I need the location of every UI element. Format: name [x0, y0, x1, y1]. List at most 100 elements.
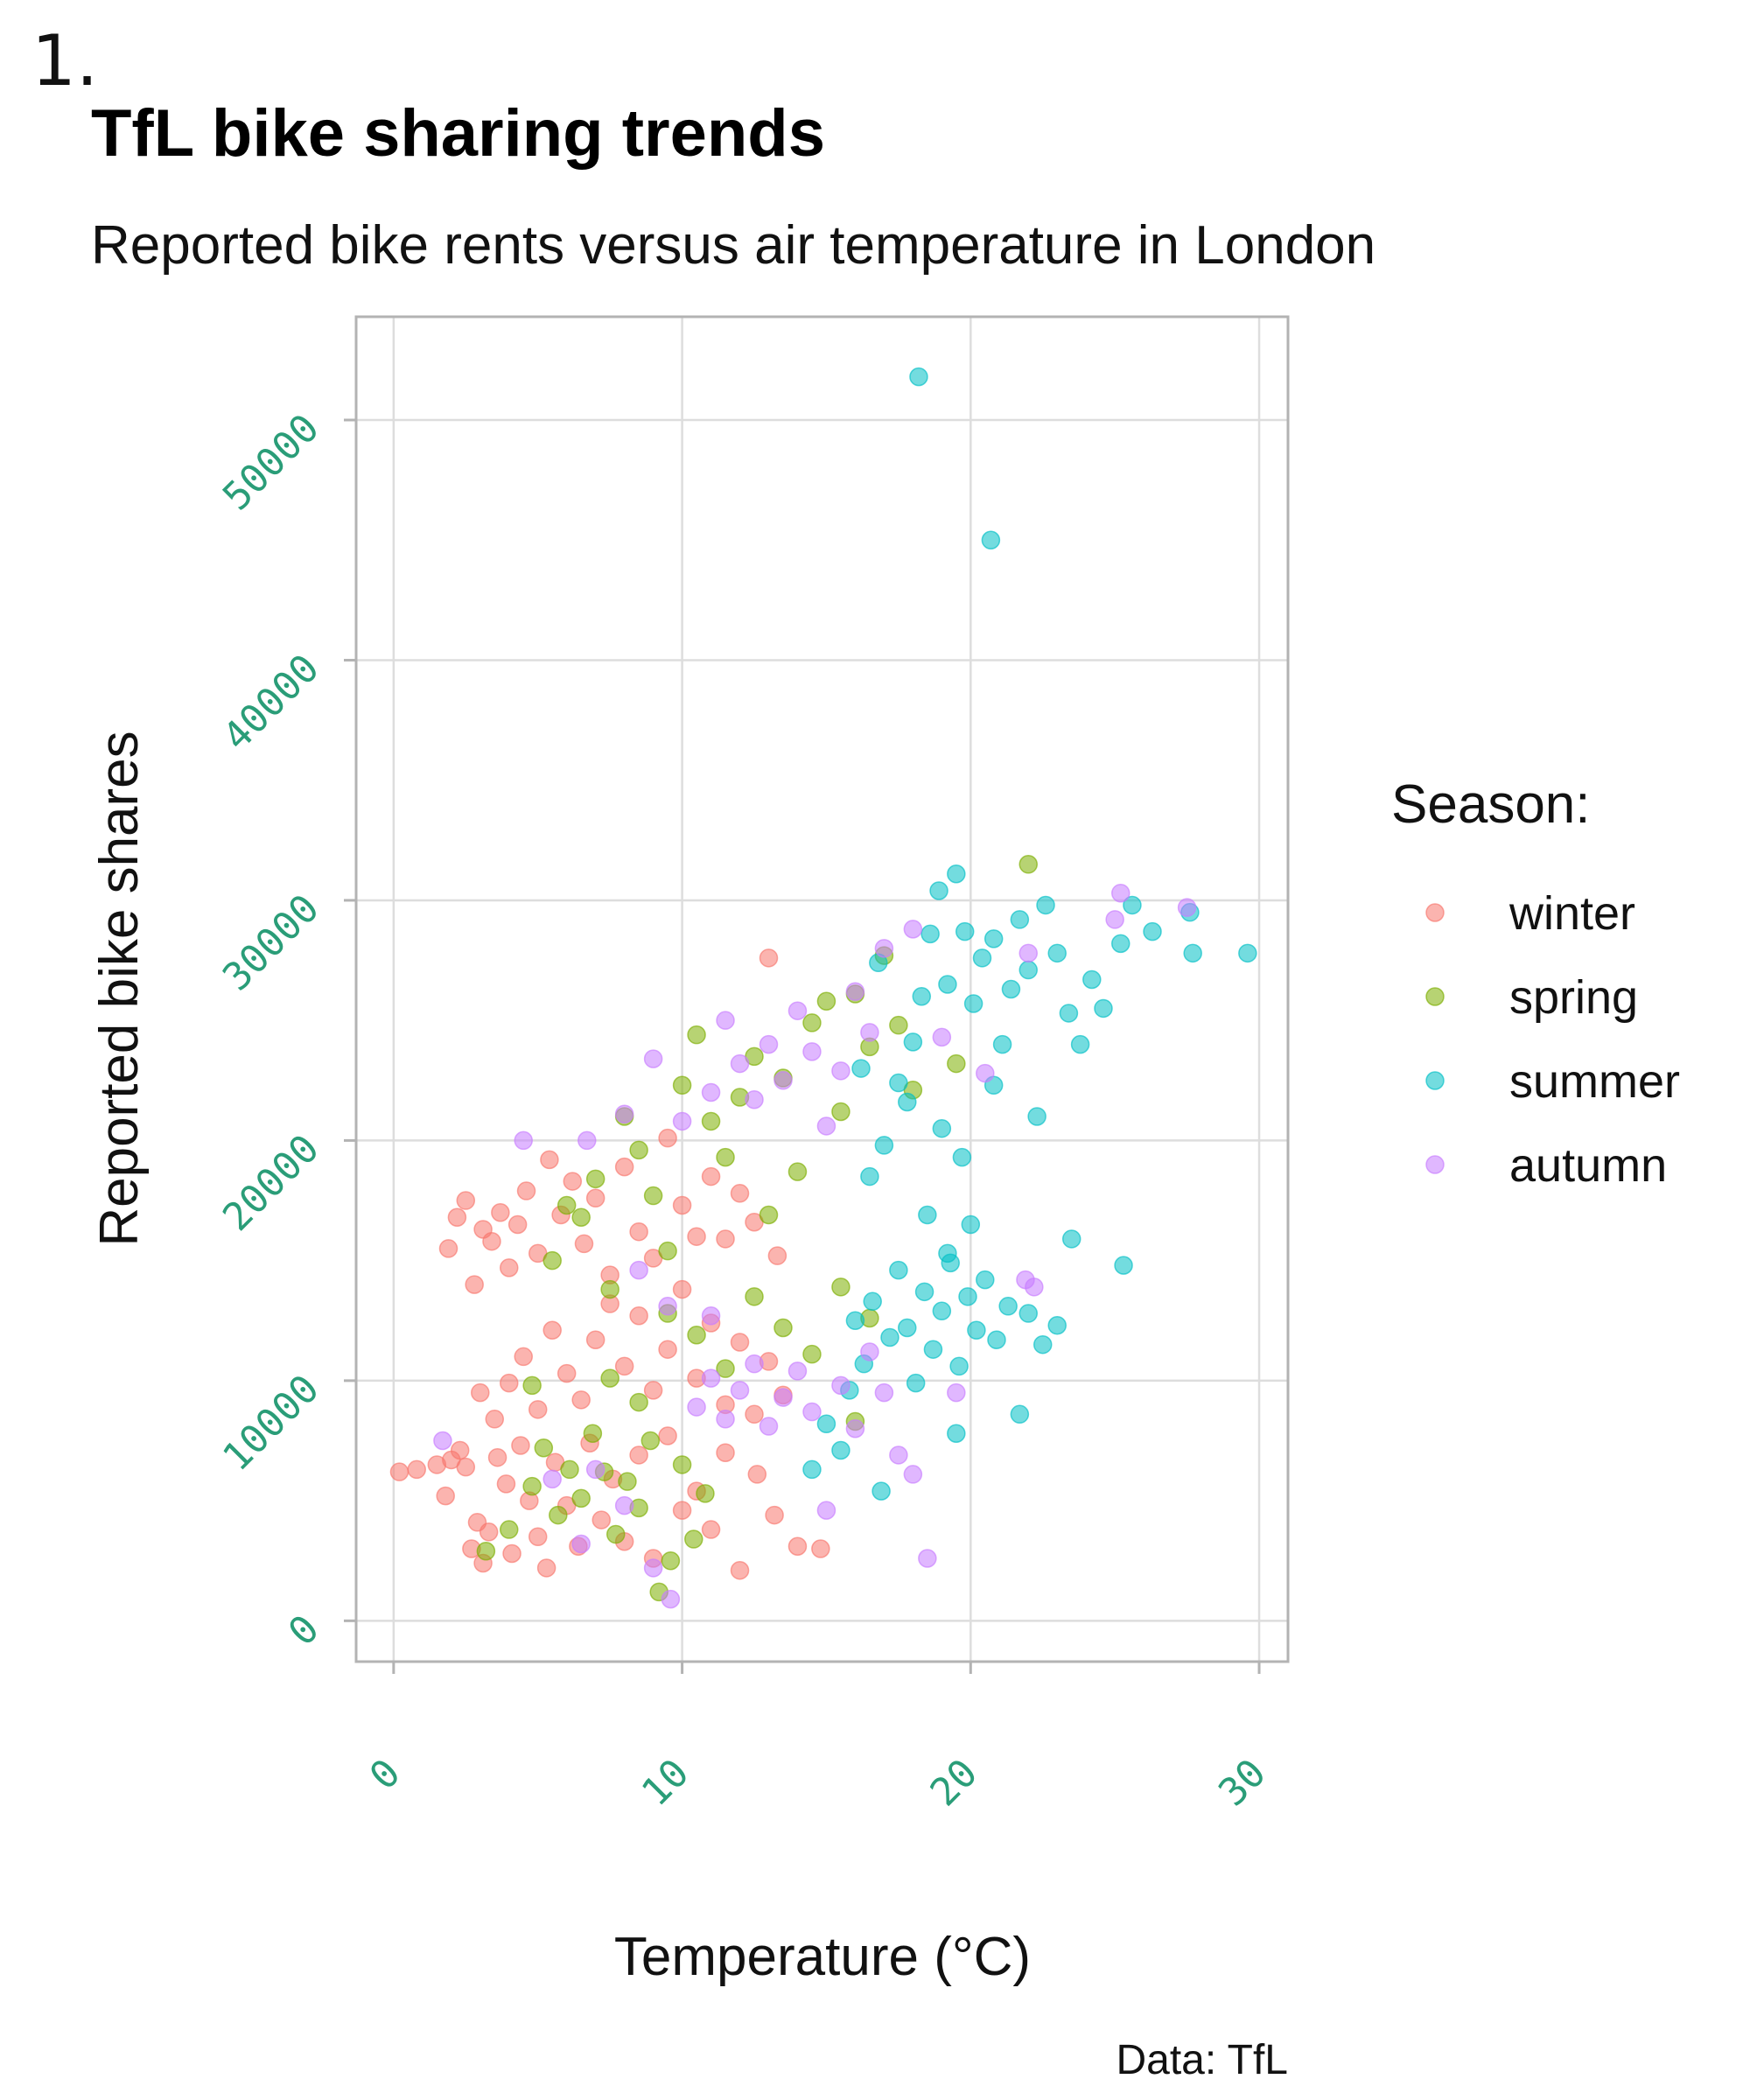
data-point-spring [802, 1013, 822, 1032]
data-point-summer [898, 1318, 917, 1338]
data-point-autumn [701, 1082, 721, 1102]
data-point-spring [522, 1376, 542, 1396]
data-point-summer [845, 1311, 865, 1331]
data-point-spring [1018, 855, 1039, 874]
data-point-summer [952, 1147, 972, 1167]
data-point-spring [687, 1025, 706, 1045]
y-tick-label: 30000 [214, 886, 328, 1000]
data-point-winter [745, 1404, 764, 1424]
data-point-spring [701, 1111, 721, 1131]
figure-number: 1. [32, 20, 99, 102]
data-point-spring [600, 1279, 620, 1299]
data-point-autumn [874, 1382, 894, 1403]
data-point-winter [456, 1191, 476, 1210]
legend-key-winter [1425, 903, 1445, 922]
data-point-winter [471, 1382, 490, 1403]
plot-panel-border [354, 315, 1290, 1663]
data-point-autumn [918, 1549, 937, 1568]
data-point-winter [658, 1426, 677, 1446]
data-point-summer [880, 1327, 900, 1348]
data-point-winter [629, 1446, 648, 1465]
data-points [389, 367, 1257, 1609]
legend-key-summer [1425, 1071, 1445, 1090]
data-point-spring [672, 1455, 692, 1474]
data-point-summer [874, 1136, 894, 1155]
data-point-winter [585, 1188, 606, 1208]
legend-label-summer: summer [1509, 1055, 1680, 1108]
data-point-summer [987, 1330, 1006, 1349]
data-point-summer [1082, 970, 1102, 990]
data-point-autumn [860, 1342, 879, 1362]
data-point-winter [536, 1558, 556, 1578]
data-point-winter [502, 1544, 522, 1564]
legend-label-spring: spring [1509, 971, 1638, 1024]
data-point-winter [556, 1363, 577, 1383]
legend-key-autumn [1425, 1155, 1445, 1174]
legend-label-winter: winter [1508, 887, 1635, 940]
data-point-winter [788, 1536, 808, 1557]
data-point-winter [672, 1195, 692, 1215]
data-point-winter [496, 1474, 516, 1494]
data-point-spring [640, 1431, 661, 1451]
data-point-winter [592, 1510, 612, 1530]
y-tick-label: 0 [280, 1606, 328, 1655]
data-point-autumn [816, 1501, 836, 1520]
data-point-spring [774, 1318, 793, 1338]
data-point-winter [574, 1234, 594, 1254]
data-point-autumn [932, 1027, 952, 1047]
data-point-summer [984, 929, 1004, 948]
data-point-summer [929, 881, 948, 900]
data-point-summer [918, 1205, 937, 1225]
data-point-summer [1238, 943, 1257, 963]
data-point-summer [923, 1340, 943, 1359]
data-point-summer [963, 994, 984, 1013]
data-point-winter [672, 1501, 692, 1520]
data-point-summer [1059, 1004, 1079, 1023]
data-point-autumn [643, 1049, 663, 1068]
data-point-autumn [614, 1104, 634, 1124]
data-point-summer [1018, 960, 1039, 980]
data-point-winter [730, 1333, 750, 1352]
data-point-winter [811, 1539, 830, 1558]
data-point-winter [500, 1258, 519, 1278]
data-point-autumn [788, 1001, 808, 1020]
data-point-autumn [643, 1558, 663, 1578]
data-point-spring [716, 1147, 735, 1167]
data-point-spring [618, 1472, 637, 1491]
data-point-summer [863, 1292, 882, 1312]
data-point-spring [571, 1208, 591, 1227]
data-point-winter [701, 1520, 721, 1539]
data-point-winter [491, 1203, 510, 1222]
data-point-autumn [1177, 898, 1197, 917]
data-point-winter [730, 1560, 750, 1580]
data-point-summer [903, 1032, 923, 1052]
data-point-summer [1111, 934, 1130, 954]
data-point-spring [476, 1541, 496, 1561]
data-point-autumn [845, 1419, 865, 1438]
data-point-autumn [433, 1431, 452, 1451]
data-point-summer [938, 1243, 957, 1264]
data-point-spring [522, 1476, 542, 1496]
data-point-winter [629, 1306, 648, 1326]
data-point-autumn [1105, 910, 1124, 929]
data-point-winter [759, 948, 779, 968]
data-point-spring [889, 1015, 908, 1035]
data-point-spring [802, 1344, 822, 1364]
data-point-spring [542, 1250, 562, 1270]
data-point-autumn [802, 1042, 822, 1061]
data-point-winter [447, 1208, 467, 1227]
data-point-winter [571, 1390, 591, 1410]
data-point-spring [716, 1359, 735, 1378]
data-point-autumn [1018, 943, 1039, 963]
chart-title: TfL bike sharing trends [91, 96, 825, 171]
x-axis-title: Temperature (°C) [614, 1927, 1031, 1987]
data-point-autumn [745, 1090, 764, 1110]
data-point-autumn [745, 1354, 764, 1374]
data-point-summer [851, 1059, 871, 1078]
data-point-spring [606, 1524, 626, 1544]
data-point-autumn [831, 1376, 850, 1396]
y-axis-title: Reported bike shares [89, 731, 150, 1246]
data-point-autumn [578, 1130, 597, 1151]
